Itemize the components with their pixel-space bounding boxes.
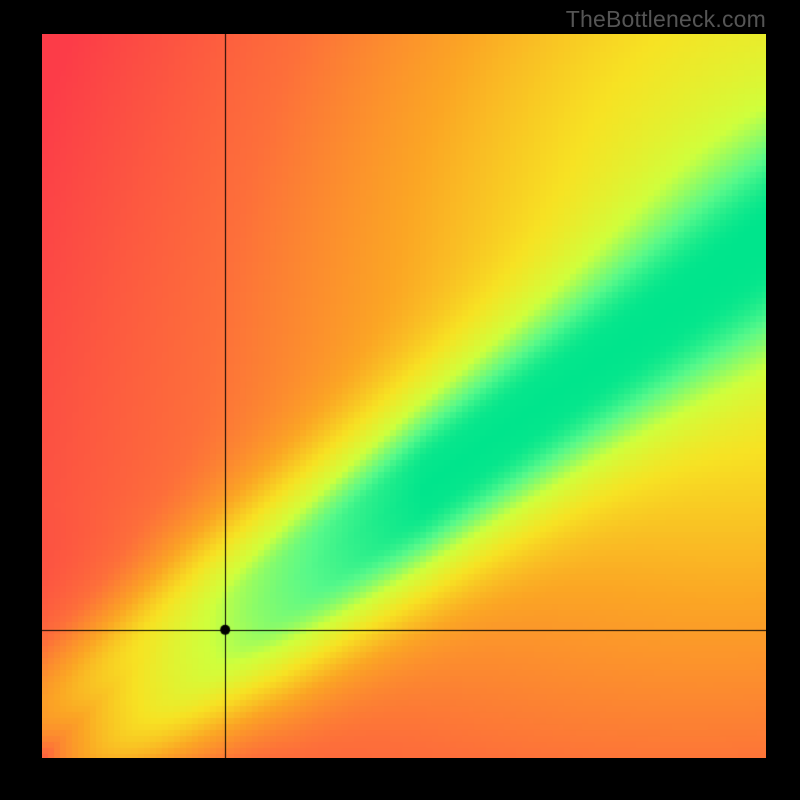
watermark-text: TheBottleneck.com — [566, 6, 766, 33]
crosshair-overlay — [42, 34, 766, 758]
root-container: { "canvas": { "width": 800, "height": 80… — [0, 0, 800, 800]
